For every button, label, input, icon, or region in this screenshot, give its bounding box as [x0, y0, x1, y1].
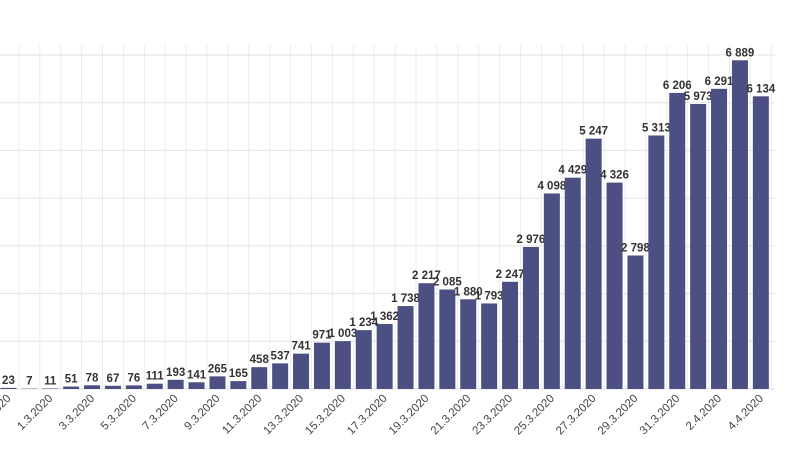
x-tick-label: 11.3.2020 [220, 393, 264, 437]
bar [104, 385, 121, 389]
value-label: 6 291 [705, 76, 734, 88]
value-label: 2 217 [412, 270, 441, 282]
value-label: 76 [127, 372, 140, 384]
x-tick-label: 17.3.2020 [345, 393, 390, 438]
value-label: 67 [107, 373, 120, 385]
value-label: 141 [187, 369, 207, 381]
bar [334, 341, 351, 389]
bar [481, 303, 498, 389]
bar [272, 363, 289, 389]
x-tick-label: 25.3.2020 [512, 393, 557, 438]
value-label: 1 003 [328, 328, 357, 340]
bar [42, 388, 59, 389]
bar [627, 255, 644, 389]
value-label: 165 [229, 368, 249, 380]
value-label: 6 134 [746, 83, 775, 95]
value-label: 78 [86, 372, 99, 384]
value-label: 741 [291, 341, 311, 353]
x-tick-label: 31.3.2020 [638, 393, 683, 438]
x-tick-label: 19.3.2020 [387, 393, 432, 438]
bar [752, 96, 769, 390]
bar [585, 138, 602, 389]
value-label: 2 085 [433, 277, 462, 289]
value-label: 5 973 [684, 91, 713, 103]
bar [711, 88, 728, 389]
x-tick-label: 27.3.2020 [554, 393, 599, 438]
x-tick-label: 4.4.2020 [726, 393, 766, 433]
value-label: 4 098 [537, 180, 566, 192]
bar [376, 324, 393, 389]
bar [230, 381, 247, 389]
bar [209, 376, 226, 389]
value-label: 7 [26, 376, 32, 388]
value-label: 1 880 [454, 286, 483, 298]
value-label: 1 793 [475, 290, 504, 302]
value-label: 971 [312, 330, 332, 342]
bar [397, 306, 414, 389]
x-tick-label: 21.3.2020 [429, 393, 474, 438]
value-label: 5 247 [579, 126, 608, 138]
bar [313, 342, 330, 389]
value-label: 5 313 [642, 122, 671, 134]
value-label: 111 [146, 371, 165, 383]
value-label: 6 206 [663, 80, 692, 92]
x-tick-label: 28.2.2020 [0, 393, 14, 438]
bar [167, 379, 184, 389]
bar [251, 367, 268, 389]
bar [690, 104, 707, 390]
value-label: 537 [271, 350, 290, 362]
value-label: 2 798 [621, 242, 650, 254]
bar [418, 283, 435, 389]
x-tick-label: 1.3.2020 [15, 393, 55, 433]
value-label: 1 362 [370, 311, 399, 323]
x-tick-label: 23.3.2020 [471, 393, 516, 438]
bar [439, 289, 456, 389]
value-label: 4 326 [600, 170, 629, 182]
x-tick-label: 13.3.2020 [262, 393, 307, 438]
bar [460, 299, 477, 389]
bar [669, 92, 686, 390]
bar [125, 385, 142, 389]
value-label: 265 [208, 363, 228, 375]
x-tick-label: 15.3.2020 [303, 393, 348, 438]
value-label: 1 738 [391, 293, 420, 305]
bar [84, 385, 101, 389]
bar [293, 353, 310, 389]
bar [731, 60, 748, 389]
x-tick-label: 9.3.2020 [182, 393, 222, 433]
bar [63, 386, 80, 389]
value-label: 51 [65, 374, 78, 386]
bar [502, 281, 519, 389]
bar [0, 387, 17, 389]
value-label: 2 247 [496, 269, 525, 281]
value-label: 23 [2, 375, 15, 387]
value-label: 458 [250, 354, 270, 366]
bar [188, 382, 205, 389]
x-tick-label: 5.3.2020 [99, 393, 139, 433]
bar [355, 330, 372, 389]
x-tick-label: 29.3.2020 [596, 393, 641, 438]
bar [522, 247, 539, 389]
bar [606, 182, 623, 389]
value-label: 4 429 [558, 165, 587, 177]
value-label: 1 234 [349, 317, 378, 329]
x-tick-label: 2.4.2020 [684, 393, 724, 433]
value-label: 193 [166, 367, 185, 379]
x-tick-label: 3.3.2020 [57, 393, 97, 433]
bar [146, 383, 163, 389]
value-label: 11 [44, 375, 57, 387]
bar [648, 135, 665, 389]
value-label: 2 976 [517, 234, 546, 246]
bar [543, 193, 560, 389]
value-label: 6 889 [726, 47, 755, 59]
x-tick-label: 7.3.2020 [141, 393, 181, 433]
bar [564, 177, 581, 389]
